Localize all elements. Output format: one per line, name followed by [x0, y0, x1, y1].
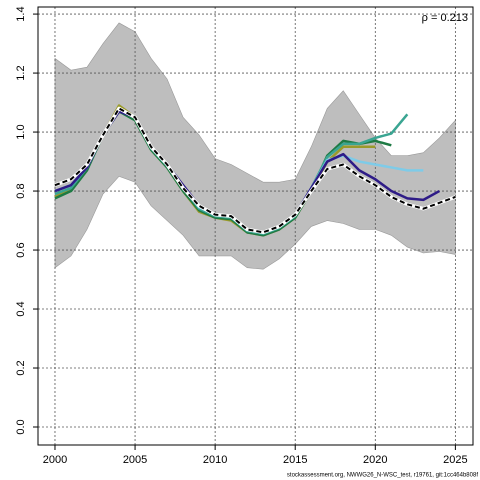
- footer: stockassessment.org, NWWG26_N-WSC_test, …: [287, 473, 478, 479]
- y-tick-label: 0.0: [15, 419, 27, 434]
- y-tick-label: 1.0: [15, 124, 27, 139]
- x-tick-label: 2005: [123, 454, 147, 466]
- x-tick-label: 2020: [363, 454, 387, 466]
- x-tick-label: 2015: [283, 454, 307, 466]
- y-tick-label: 0.6: [15, 242, 27, 257]
- plot-frame: [37, 6, 474, 446]
- confidence-band: [54, 22, 456, 270]
- annotation: ρ = 0.213: [422, 12, 468, 24]
- y-tick-label: 0.4: [15, 301, 27, 316]
- y-tick-label: 0.2: [15, 360, 27, 375]
- series-line: [54, 107, 456, 234]
- x-tick-label: 2010: [203, 454, 227, 466]
- x-tick-label: 2000: [43, 454, 67, 466]
- x-tick-label: 2025: [443, 454, 467, 466]
- y-tick-label: 0.8: [15, 183, 27, 198]
- y-tick-label: 1.2: [15, 65, 27, 80]
- y-tick-label: 1.4: [15, 6, 27, 21]
